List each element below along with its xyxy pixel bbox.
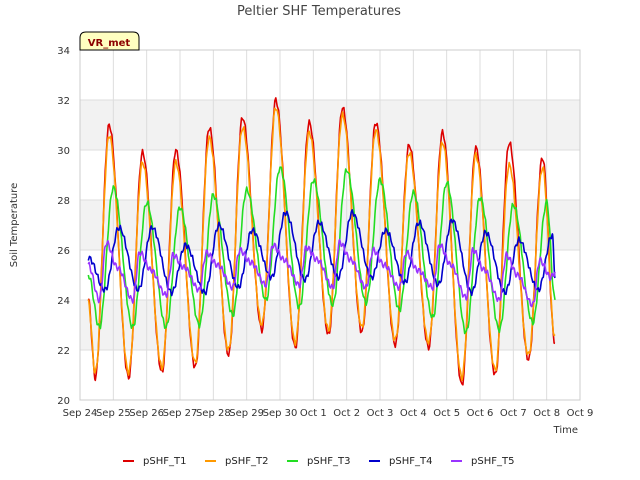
- plot-area: [79, 49, 581, 401]
- x-axis-label: Time: [553, 425, 578, 436]
- y-tick-label: 30: [57, 146, 70, 157]
- y-tick-label: 22: [57, 346, 70, 357]
- y-tick-label: 24: [57, 296, 70, 307]
- x-tick-label: Oct 3: [367, 408, 394, 419]
- x-tick-label: Sep 24: [63, 408, 98, 419]
- y-tick-label: 20: [57, 396, 70, 407]
- x-tick-label: Oct 4: [400, 408, 427, 419]
- x-tick-label: Oct 6: [467, 408, 494, 419]
- x-tick-label: Oct 8: [533, 408, 560, 419]
- series-line-pshf_t5: [87, 238, 556, 308]
- x-tick-label: Oct 1: [300, 408, 327, 419]
- legend-label: pSHF_T2: [225, 456, 268, 467]
- y-axis-ticks: 20 22 24 26 28 30 32 34: [57, 46, 70, 407]
- legend-label: pSHF_T1: [143, 456, 186, 467]
- y-tick-label: 26: [57, 246, 70, 257]
- chart-title: Peltier SHF Temperatures: [237, 4, 401, 19]
- legend-label: pSHF_T5: [471, 456, 514, 467]
- legend-label: pSHF_T4: [389, 456, 432, 467]
- site-badge-box: [79, 31, 140, 51]
- x-tick-label: Sep 28: [196, 408, 231, 419]
- site-badge: VR_met: [79, 31, 140, 51]
- x-tick-label: Oct 5: [433, 408, 460, 419]
- y-tick-label: 32: [57, 96, 70, 107]
- x-tick-label: Oct 2: [333, 408, 360, 419]
- series-line-pshf_t3: [87, 166, 556, 335]
- y-tick-label: 34: [57, 46, 70, 57]
- series-line-pshf_t2: [87, 107, 556, 382]
- background-band: [80, 100, 580, 150]
- site-badge-label: VR_met: [88, 38, 131, 49]
- x-tick-label: Oct 9: [567, 408, 594, 419]
- x-tick-label: Oct 7: [500, 408, 527, 419]
- y-axis-label: Soil Temperature: [9, 183, 20, 268]
- x-tick-label: Sep 25: [96, 408, 131, 419]
- x-tick-label: Sep 26: [129, 408, 164, 419]
- x-tick-label: Sep 27: [163, 408, 198, 419]
- legend: pSHF_T1 pSHF_T2 pSHF_T3 pSHF_T4 pSHF_T5: [123, 456, 514, 467]
- x-tick-label: Sep 29: [229, 408, 264, 419]
- y-tick-label: 28: [57, 196, 70, 207]
- legend-label: pSHF_T3: [307, 456, 350, 467]
- series-lines: [87, 97, 556, 386]
- x-tick-label: Sep 30: [263, 408, 298, 419]
- background-band: [80, 200, 580, 250]
